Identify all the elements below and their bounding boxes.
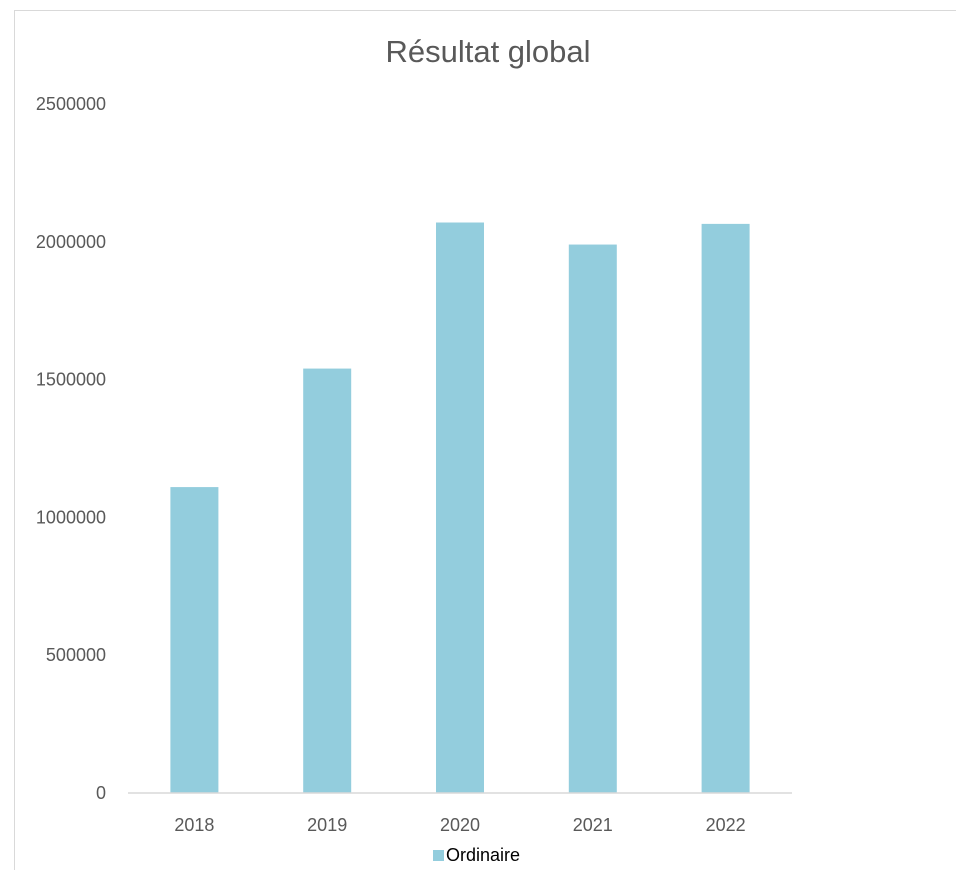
bars-group <box>170 223 749 793</box>
x-tick-label: 2021 <box>573 815 613 835</box>
x-tick-label: 2022 <box>706 815 746 835</box>
y-tick-label: 0 <box>96 783 106 803</box>
legend-swatch-ordinaire <box>433 850 444 861</box>
y-tick-label: 500000 <box>46 645 106 665</box>
x-tick-label: 2020 <box>440 815 480 835</box>
bar-2019 <box>303 369 351 793</box>
y-axis-tick-labels: 0 500000 1000000 1500000 2000000 2500000 <box>36 94 106 803</box>
x-tick-label: 2018 <box>174 815 214 835</box>
legend-label-ordinaire: Ordinaire <box>446 845 520 866</box>
x-axis-tick-labels: 2018 2019 2020 2021 2022 <box>174 815 745 835</box>
bar-2018 <box>170 487 218 793</box>
y-tick-label: 1000000 <box>36 507 106 527</box>
y-tick-label: 1500000 <box>36 370 106 390</box>
y-tick-label: 2500000 <box>36 94 106 114</box>
bar-2021 <box>569 245 617 793</box>
legend: Ordinaire <box>433 845 520 866</box>
x-tick-label: 2019 <box>307 815 347 835</box>
y-tick-label: 2000000 <box>36 232 106 252</box>
bar-2022 <box>702 224 750 793</box>
bar-2020 <box>436 223 484 793</box>
